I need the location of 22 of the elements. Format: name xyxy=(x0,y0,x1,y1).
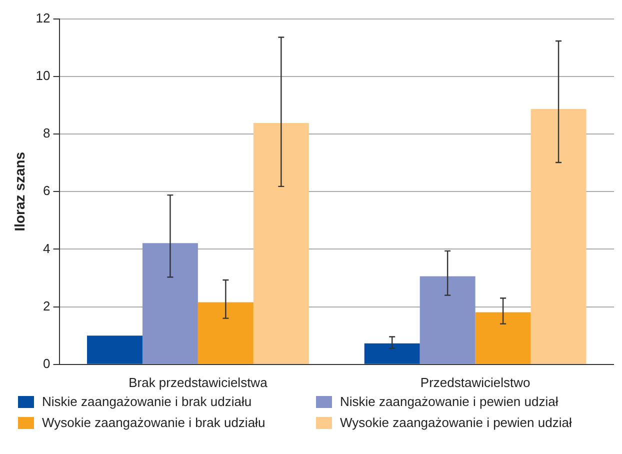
x-tick-label: Przedstawicielstwo xyxy=(420,374,530,390)
y-tick-label: 4 xyxy=(43,240,50,256)
bar xyxy=(475,312,531,364)
bar xyxy=(364,343,420,364)
bar xyxy=(86,336,142,364)
legend-label: Niskie zaangażowanie i pewien udział xyxy=(340,394,558,409)
legend-label: Wysokie zaangażowanie i brak udziału xyxy=(42,415,266,430)
y-tick-label: 6 xyxy=(43,183,50,198)
y-axis-title: Iloraz szans xyxy=(11,152,28,232)
y-tick-label: 8 xyxy=(43,126,50,141)
legend-label: Wysokie zaangażowanie i pewien udział xyxy=(340,415,572,430)
bar xyxy=(198,302,254,364)
y-tick-label: 2 xyxy=(43,298,50,314)
bar xyxy=(142,243,198,364)
y-tick-label: 10 xyxy=(36,68,50,83)
bar xyxy=(530,108,586,364)
y-tick-label: 12 xyxy=(36,10,50,26)
bar xyxy=(253,123,309,364)
y-tick-label: 0 xyxy=(43,356,50,371)
x-tick-label: Brak przedstawicielstwa xyxy=(128,374,268,390)
bar xyxy=(420,276,476,364)
legend-label: Niskie zaangażowanie i brak udziału xyxy=(42,394,252,409)
